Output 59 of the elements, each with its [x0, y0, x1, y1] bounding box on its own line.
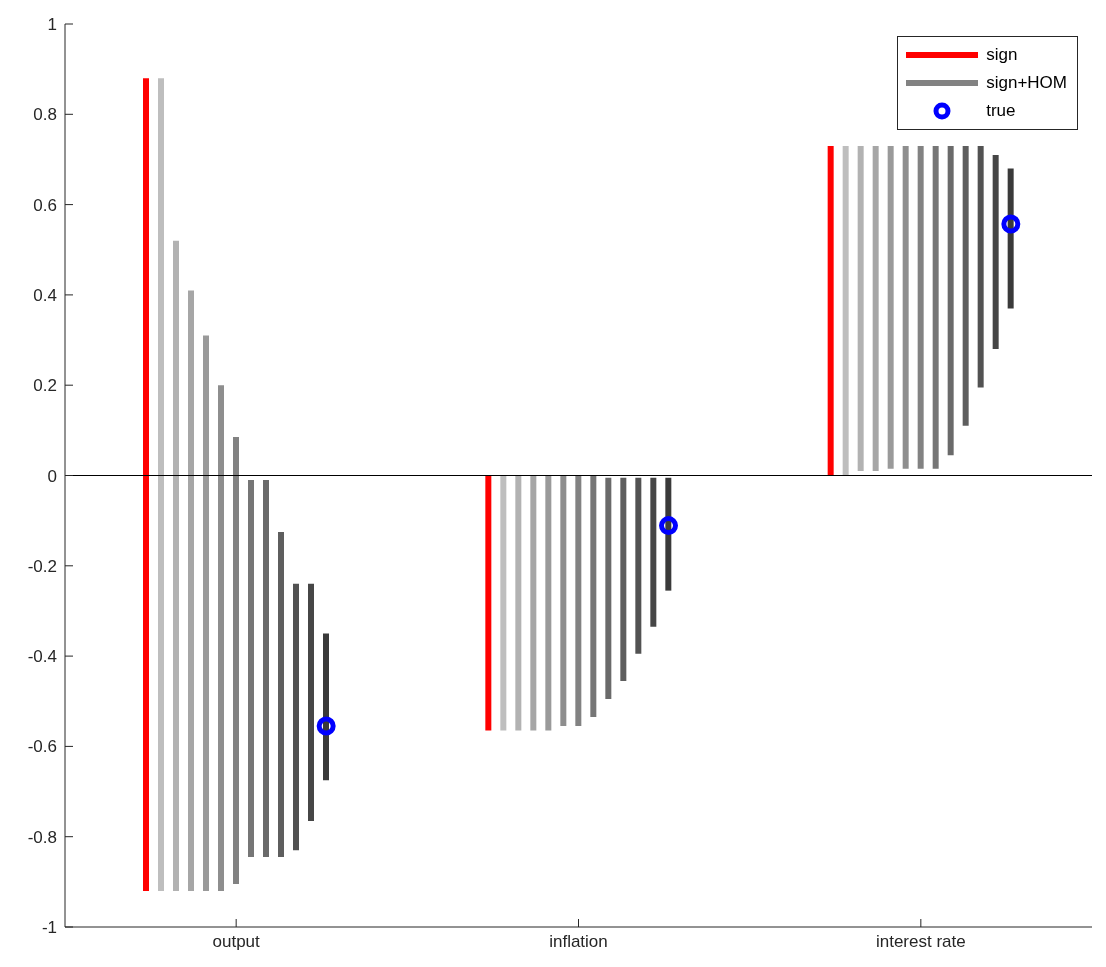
bar: [500, 475, 507, 731]
bar: [827, 145, 834, 476]
legend-label: sign: [986, 44, 1018, 66]
y-tick-label: -0.4: [27, 647, 57, 667]
bar: [620, 477, 627, 681]
bar: [485, 475, 492, 731]
y-tick-label: 0.2: [33, 376, 57, 396]
bar: [143, 78, 149, 891]
y-tick-label: -0.6: [27, 737, 57, 757]
x-tick-label: inflation: [549, 932, 608, 952]
bar: [530, 475, 537, 731]
y-tick-label: 0: [47, 466, 57, 486]
bar: [248, 480, 254, 858]
point: [659, 516, 678, 536]
bar: [203, 335, 209, 891]
y-tick-label: 1: [47, 15, 57, 35]
bar: [917, 145, 924, 469]
y-tick-label: -0.2: [27, 556, 57, 576]
bar: [665, 477, 672, 591]
bar: [278, 531, 284, 858]
bar: [605, 477, 612, 699]
bar: [575, 475, 582, 727]
legend-label: true: [986, 100, 1016, 122]
bar: [1007, 168, 1014, 309]
bar: [218, 385, 224, 891]
bar: [158, 78, 164, 891]
point: [1001, 214, 1021, 234]
bar: [857, 145, 864, 471]
y-tick-label: -1: [41, 918, 57, 938]
bar: [977, 145, 984, 388]
point: [316, 716, 336, 736]
bar: [932, 145, 939, 469]
bar: [650, 477, 657, 627]
bar: [887, 145, 894, 469]
bar: [263, 480, 269, 858]
y-tick-label: 0.4: [33, 285, 57, 305]
bar: [515, 475, 522, 731]
bar: [902, 145, 909, 469]
bar: [545, 475, 552, 731]
bar: [173, 240, 179, 891]
bar: [872, 145, 879, 471]
bar: [188, 290, 194, 891]
x-tick-label: interest rate: [875, 932, 966, 952]
bar: [323, 633, 329, 781]
bar: [947, 145, 954, 456]
legend-label: sign+HOM: [986, 72, 1067, 94]
y-tick-label: 0.6: [33, 195, 57, 215]
x-tick-label: output: [212, 932, 261, 952]
bar: [635, 477, 642, 654]
bar: [842, 145, 849, 476]
bar: [293, 583, 299, 851]
bar: [590, 475, 597, 718]
bar: [308, 583, 314, 821]
bar: [233, 437, 239, 885]
y-tick-label: 0.8: [33, 105, 57, 125]
y-tick-label: -0.8: [27, 827, 57, 847]
bar: [560, 475, 567, 727]
bar: [962, 145, 969, 426]
bar: [992, 154, 999, 350]
